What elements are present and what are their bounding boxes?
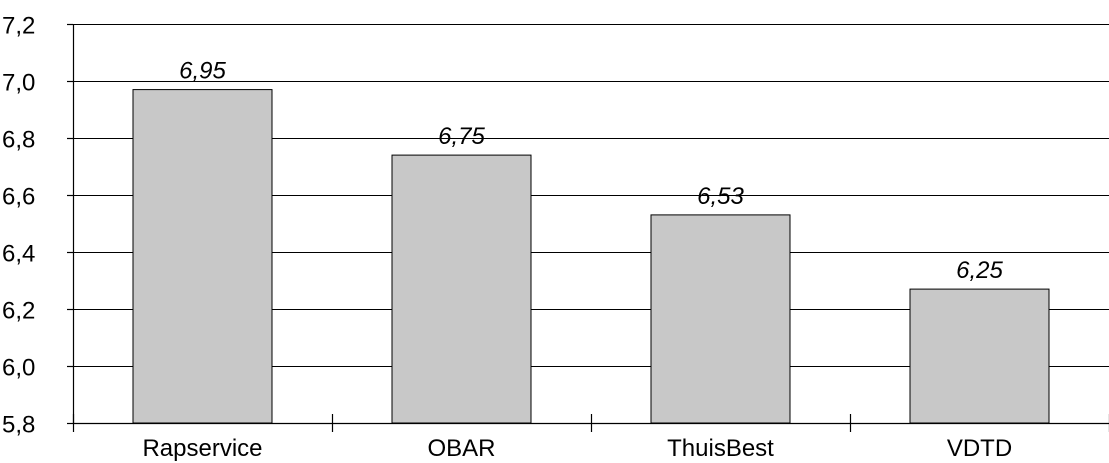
y-tick-label: 5,8 <box>2 412 35 439</box>
axes <box>67 23 1109 432</box>
x-tick-label: OBAR <box>427 435 495 462</box>
y-tick-label: 6,6 <box>2 184 35 211</box>
bar-rapservice <box>132 89 273 424</box>
x-tick-label: ThuisBest <box>667 435 774 462</box>
bar-thuisbest <box>650 214 791 424</box>
x-tick-label: VDTD <box>947 435 1012 462</box>
y-tick-label: 6,2 <box>2 298 35 325</box>
bars <box>132 89 1050 424</box>
bar-vdtd <box>909 288 1050 424</box>
labels: 5,8 6,0 6,2 6,4 6,6 6,8 7,0 7,2 6,95 Rapservice 6,… <box>2 13 1012 463</box>
data-label: 6,75 <box>438 123 485 150</box>
x-tick-label: Rapservice <box>142 435 262 462</box>
data-label: 6,53 <box>697 183 744 210</box>
y-tick-label: 7,0 <box>2 70 35 97</box>
bar-obar <box>391 154 532 424</box>
y-tick-label: 6,8 <box>2 127 35 154</box>
y-tick-label: 6,4 <box>2 241 35 268</box>
data-label: 6,95 <box>179 58 226 85</box>
y-tick-label: 7,2 <box>2 13 35 40</box>
y-tick-label: 6,0 <box>2 355 35 382</box>
data-label: 6,25 <box>956 257 1003 284</box>
